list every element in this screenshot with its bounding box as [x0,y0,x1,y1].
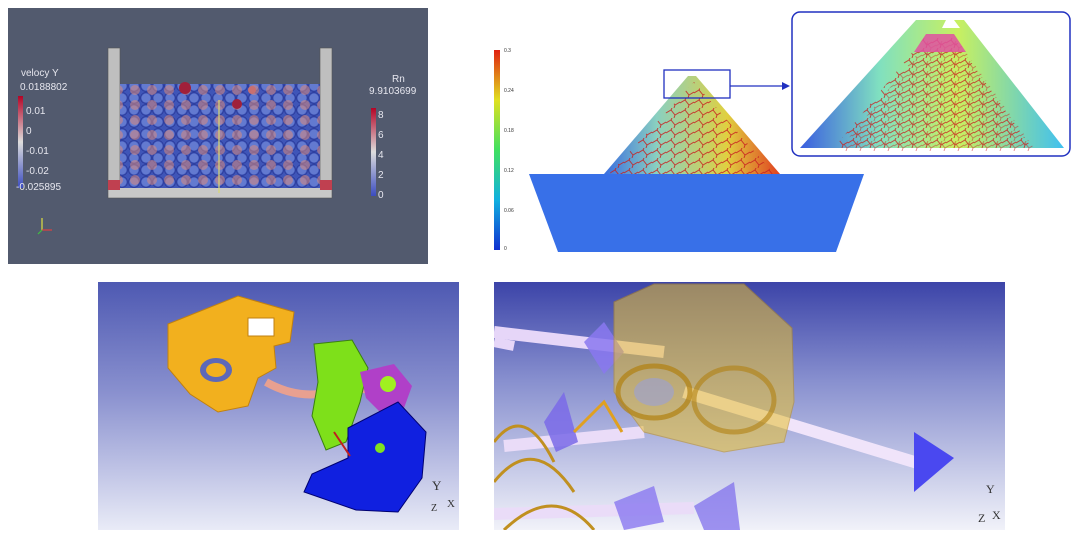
velocity-tick: -0.01 [26,146,49,157]
axis-y-label: Y [986,482,995,496]
velocity-tick: 0 [26,126,32,137]
colorbar-tick: 0.24 [504,88,514,94]
velocity-legend-min: -0.025895 [16,182,62,193]
rn-tick: 0 [378,190,384,201]
velocity-legend-max: 0.0188802 [20,82,68,93]
axis-x-label: X [992,508,1001,522]
particle-bed-render [18,47,376,235]
particle-bed-view: velocy Y 0.0188802 0.01 0 -0.01 -0.02 -0… [8,8,428,264]
transparent-closeup-view: Y Z X [494,282,1005,530]
velocity-legend-title: velocy Y [21,68,59,79]
velocity-tick: -0.02 [26,166,49,177]
granular-pile-view: 0.3 0.24 0.18 0.12 0.06 0 [484,8,1074,264]
velocity-tick: 0.01 [26,106,46,117]
colorbar-tick: 0.12 [504,168,514,174]
rn-tick: 2 [378,170,384,181]
colorbar-tick: 0 [504,246,507,252]
mechanism-render [167,295,427,513]
axis-z-label: Z [978,511,986,525]
axis-z-label: Z [431,503,438,514]
axis-x-label: X [447,498,455,510]
rn-tick: 6 [378,130,384,141]
colorbar-tick: 0.18 [504,128,514,134]
colorbar-tick: 0.06 [504,208,514,214]
colorbar-tick: 0.3 [504,48,511,54]
axis-y-label: Y [432,478,442,493]
rn-legend-title: Rn [392,74,405,85]
closeup-render [494,283,954,530]
rn-tick: 4 [378,150,384,161]
rn-tick: 8 [378,110,384,121]
rn-legend-max: 9.9103699 [369,86,417,97]
mechanism-assembly-view: Y Z X [98,282,459,530]
granular-pile-render [494,11,1071,252]
